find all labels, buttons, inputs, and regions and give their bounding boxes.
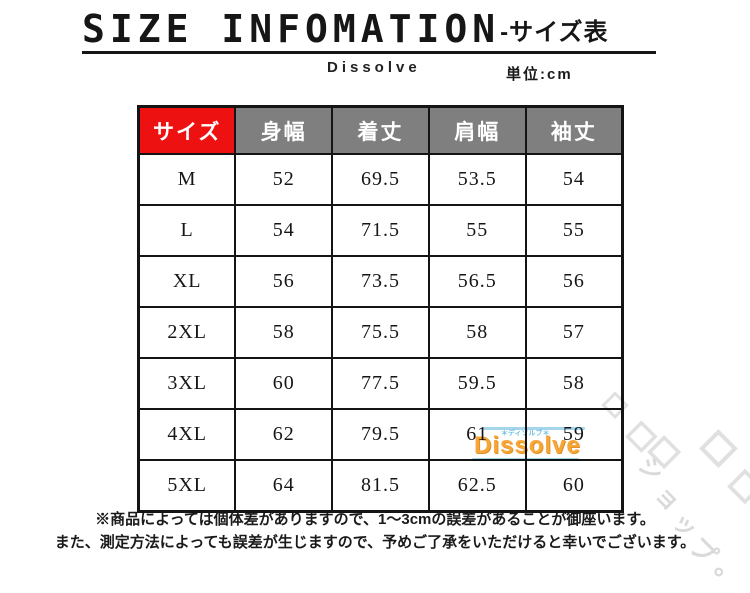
value-cell: 56 xyxy=(524,255,624,308)
diamond-watermark-icon: ◇ xyxy=(648,425,681,472)
value-cell: 55 xyxy=(427,204,527,257)
table-row: 5XL 64 81.5 62.5 60 xyxy=(137,459,624,513)
value-cell: 56 xyxy=(234,255,334,308)
value-cell: 62.5 xyxy=(427,459,527,513)
value-cell: 61 xyxy=(427,408,527,461)
value-cell: 64 xyxy=(234,459,334,513)
table-row: 2XL 58 75.5 58 57 xyxy=(137,306,624,359)
size-col-header: サイズ xyxy=(137,105,237,155)
value-cell: 53.5 xyxy=(427,153,527,206)
footer-note-line2: また、測定方法によっても誤差が生じますので、予めご了承をいただけると幸いでござい… xyxy=(54,534,696,551)
page-title-ja: -サイズ表 xyxy=(500,19,609,46)
value-cell: 73.5 xyxy=(331,255,430,308)
unit-label: 単位:cm xyxy=(506,66,573,83)
value-cell: 59.5 xyxy=(427,357,527,410)
table-header-row: サイズ 身幅 着丈 肩幅 袖丈 xyxy=(137,105,624,155)
value-cell: 79.5 xyxy=(331,408,430,461)
value-cell: 58 xyxy=(427,306,527,359)
size-cell: 3XL xyxy=(137,357,237,410)
size-cell: 5XL xyxy=(137,459,237,513)
value-cell: 55 xyxy=(524,204,624,257)
size-cell: L xyxy=(137,204,237,257)
value-cell: 57 xyxy=(524,306,624,359)
value-cell: 60 xyxy=(234,357,334,410)
size-cell: 4XL xyxy=(137,408,237,461)
shop-watermark-char: 。 xyxy=(709,553,749,593)
diamond-watermark-icon: ◇ xyxy=(626,412,657,456)
value-cell: 60 xyxy=(524,459,624,513)
value-cell: 58 xyxy=(234,306,334,359)
col-header-length: 着丈 xyxy=(331,105,430,155)
col-header-shoulder: 肩幅 xyxy=(427,105,527,155)
diamond-watermark-icon: ◇ xyxy=(728,459,750,508)
value-cell: 59 xyxy=(524,408,624,461)
value-cell: 54 xyxy=(524,153,624,206)
size-cell: M xyxy=(137,153,237,206)
value-cell: 58 xyxy=(524,357,624,410)
title-underline xyxy=(82,51,656,54)
value-cell: 75.5 xyxy=(331,306,430,359)
value-cell: 62 xyxy=(234,408,334,461)
value-cell: 56.5 xyxy=(427,255,527,308)
footer-note-line1: ※商品によっては個体差がありますので、1～3cmの誤差があることが御座います。 xyxy=(95,511,655,528)
col-header-sleeve: 袖丈 xyxy=(524,105,624,155)
footer-notes: ※商品によっては個体差がありますので、1～3cmの誤差があることが御座います。 … xyxy=(0,508,750,554)
brand-name: Dissolve xyxy=(327,59,421,76)
value-cell: 52 xyxy=(234,153,334,206)
diamond-watermark-icon: ◇ xyxy=(700,419,737,472)
value-cell: 77.5 xyxy=(331,357,430,410)
value-cell: 71.5 xyxy=(331,204,430,257)
size-table: サイズ 身幅 着丈 肩幅 袖丈 M 52 69.5 53.5 54 L 54 7… xyxy=(137,105,624,513)
table-row: XL 56 73.5 56.5 56 xyxy=(137,255,624,308)
value-cell: 81.5 xyxy=(331,459,430,513)
col-header-body-width: 身幅 xyxy=(234,105,334,155)
value-cell: 54 xyxy=(234,204,334,257)
size-cell: XL xyxy=(137,255,237,308)
table-row: 3XL 60 77.5 59.5 58 xyxy=(137,357,624,410)
table-row: M 52 69.5 53.5 54 xyxy=(137,153,624,206)
value-cell: 69.5 xyxy=(331,153,430,206)
table-row: L 54 71.5 55 55 xyxy=(137,204,624,257)
shop-watermark-char: シ xyxy=(632,451,669,488)
page-title: SIZE INFOMATION -サイズ表 xyxy=(82,8,662,50)
size-cell: 2XL xyxy=(137,306,237,359)
table-row: 4XL 62 79.5 61 59 xyxy=(137,408,624,461)
page-title-en: SIZE INFOMATION xyxy=(82,7,501,51)
